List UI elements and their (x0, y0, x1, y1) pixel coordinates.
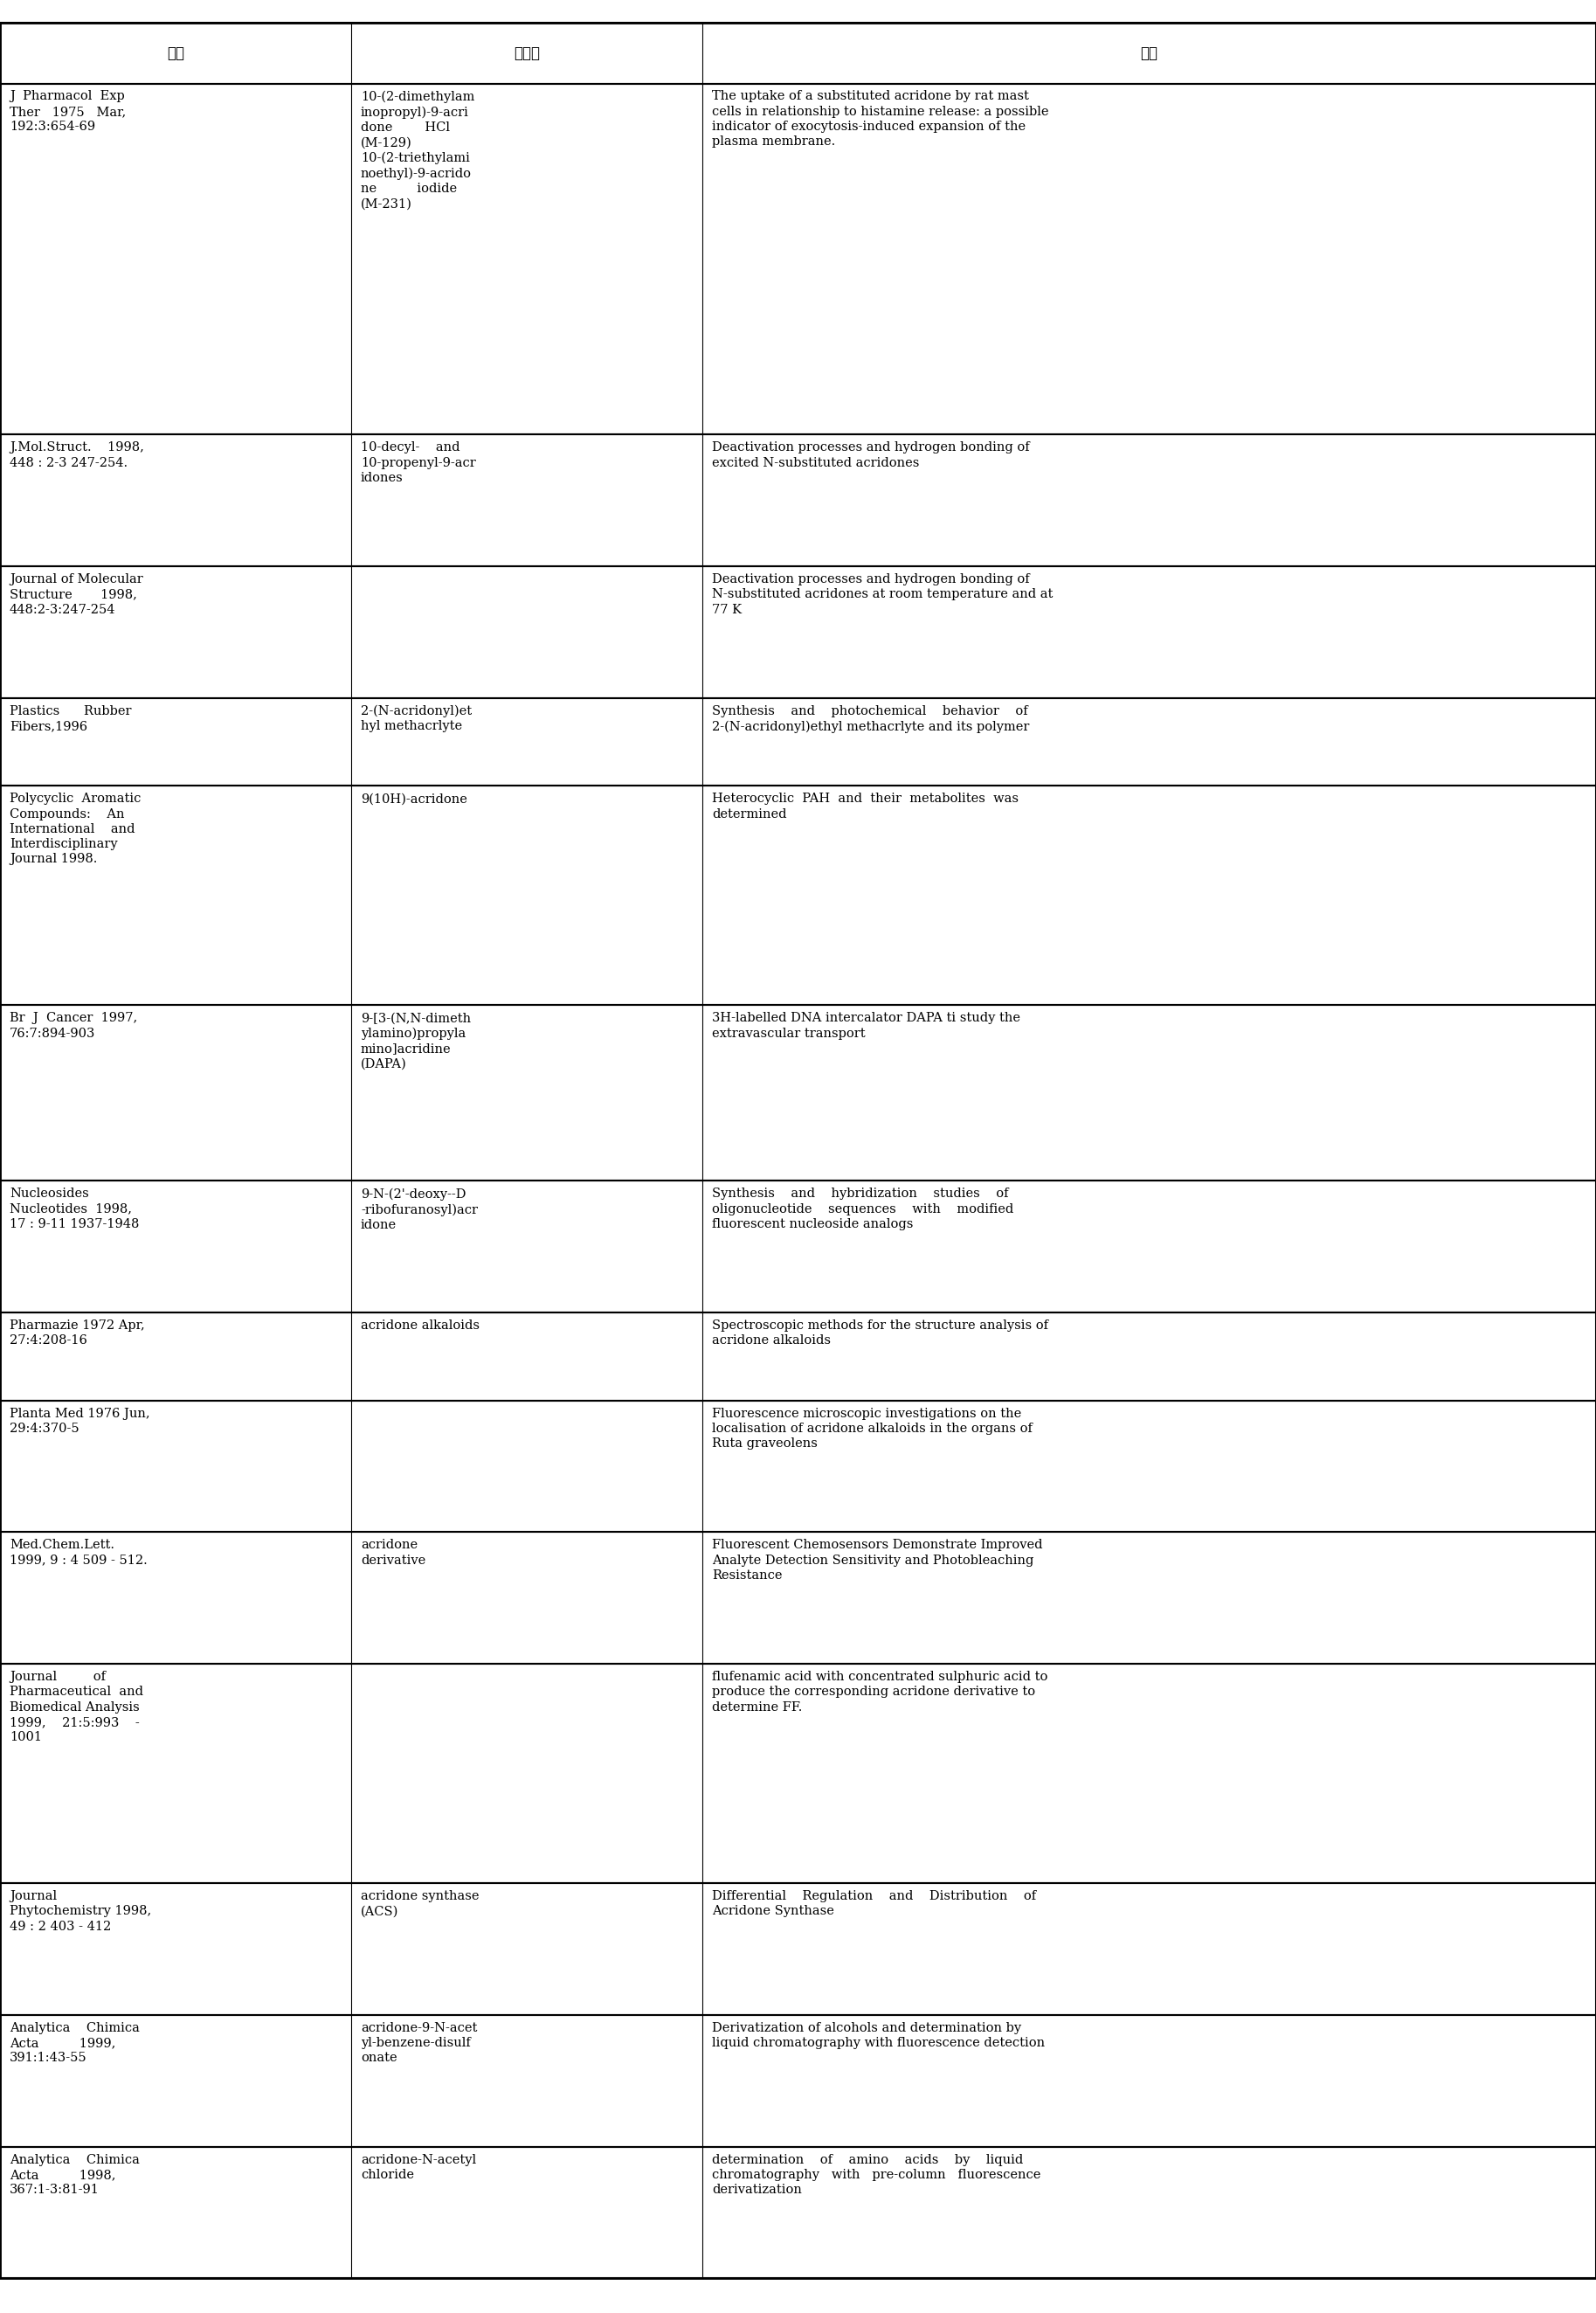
Text: acridone alkaloids: acridone alkaloids (361, 1318, 479, 1332)
Text: Synthesis    and    hybridization    studies    of
oligonucleotide    sequences : Synthesis and hybridization studies of o… (712, 1189, 1013, 1231)
Text: Med.Chem.Lett.
1999, 9 : 4 509 - 512.: Med.Chem.Lett. 1999, 9 : 4 509 - 512. (10, 1538, 147, 1566)
Text: Synthesis    and    photochemical    behavior    of
2-(N-acridonyl)ethyl methacr: Synthesis and photochemical behavior of … (712, 705, 1029, 733)
Bar (0, 567, 1596, 699)
Bar (0, 23, 1596, 83)
Text: Journal
Phytochemistry 1998,
49 : 2 403 - 412: Journal Phytochemistry 1998, 49 : 2 403 … (10, 1890, 152, 1934)
Text: 9-N-(2'-deoxy--D
-ribofuranosyl)acr
idone: 9-N-(2'-deoxy--D -ribofuranosyl)acr idon… (361, 1189, 477, 1231)
Text: Planta Med 1976 Jun,
29:4:370-5: Planta Med 1976 Jun, 29:4:370-5 (10, 1406, 150, 1434)
Text: 10-decyl-    and
10-propenyl-9-acr
idones: 10-decyl- and 10-propenyl-9-acr idones (361, 442, 476, 483)
Text: 9-[3-(N,N-dimeth
ylamino)propyla
mino]acridine
(DAPA): 9-[3-(N,N-dimeth ylamino)propyla mino]ac… (361, 1013, 471, 1071)
Text: determination    of    amino    acids    by    liquid
chromatography   with   pr: determination of amino acids by liquid c… (712, 2153, 1041, 2195)
Text: 10-(2-dimethylam
inopropyl)-9-acri
done        HCl
(M-129)
10-(2-triethylami
noe: 10-(2-dimethylam inopropyl)-9-acri done … (361, 90, 474, 210)
Text: Differential    Regulation    and    Distribution    of
Acridone Synthase: Differential Regulation and Distribution… (712, 1890, 1036, 1917)
Text: The uptake of a substituted acridone by rat mast
cells in relationship to histam: The uptake of a substituted acridone by … (712, 90, 1049, 148)
Text: Analytica    Chimica
Acta          1998,
367:1-3:81-91: Analytica Chimica Acta 1998, 367:1-3:81-… (10, 2153, 139, 2195)
Text: J  Pharmacol  Exp
Ther   1975   Mar,
192:3:654-69: J Pharmacol Exp Ther 1975 Mar, 192:3:654… (10, 90, 126, 132)
Text: 标题: 标题 (1141, 46, 1157, 60)
Text: Journal         of
Pharmaceutical  and
Biomedical Analysis
1999,    21:5:993    : Journal of Pharmaceutical and Biomedical… (10, 1670, 144, 1744)
Bar (0, 435, 1596, 567)
Text: Br  J  Cancer  1997,
76:7:894-903: Br J Cancer 1997, 76:7:894-903 (10, 1013, 137, 1039)
Text: acridone
derivative: acridone derivative (361, 1538, 426, 1566)
Text: J.Mol.Struct.    1998,
448 : 2-3 247-254.: J.Mol.Struct. 1998, 448 : 2-3 247-254. (10, 442, 144, 470)
Text: Fluorescent Chemosensors Demonstrate Improved
Analyte Detection Sensitivity and : Fluorescent Chemosensors Demonstrate Imp… (712, 1538, 1042, 1582)
Bar (0, 1663, 1596, 1883)
Bar (0, 1182, 1596, 1311)
Bar (0, 699, 1596, 786)
Text: Pharmazie 1972 Apr,
27:4:208-16: Pharmazie 1972 Apr, 27:4:208-16 (10, 1318, 145, 1346)
Text: 9(10H)-acridone: 9(10H)-acridone (361, 793, 468, 805)
Text: Plastics      Rubber
Fibers,1996: Plastics Rubber Fibers,1996 (10, 705, 131, 733)
Bar (0, 2146, 1596, 2278)
Bar (0, 2015, 1596, 2146)
Text: acridone-9-N-acet
yl-benzene-disulf
onate: acridone-9-N-acet yl-benzene-disulf onat… (361, 2022, 477, 2063)
Text: Deactivation processes and hydrogen bonding of
excited N-substituted acridones: Deactivation processes and hydrogen bond… (712, 442, 1029, 470)
Bar (0, 786, 1596, 1006)
Text: 文献: 文献 (168, 46, 184, 60)
Bar (0, 1311, 1596, 1399)
Text: Derivatization of alcohols and determination by
liquid chromatography with fluor: Derivatization of alcohols and determina… (712, 2022, 1045, 2049)
Text: Deactivation processes and hydrogen bonding of
N-substituted acridones at room t: Deactivation processes and hydrogen bond… (712, 574, 1053, 615)
Bar (0, 1531, 1596, 1663)
Text: 化合物: 化合物 (514, 46, 539, 60)
Bar (0, 1006, 1596, 1182)
Text: flufenamic acid with concentrated sulphuric acid to
produce the corresponding ac: flufenamic acid with concentrated sulphu… (712, 1670, 1047, 1714)
Bar (0, 1399, 1596, 1531)
Text: Polycyclic  Aromatic
Compounds:    An
International    and
Interdisciplinary
Jou: Polycyclic Aromatic Compounds: An Intern… (10, 793, 140, 865)
Text: Journal of Molecular
Structure       1998,
448:2-3:247-254: Journal of Molecular Structure 1998, 448… (10, 574, 144, 615)
Text: Fluorescence microscopic investigations on the
localisation of acridone alkaloid: Fluorescence microscopic investigations … (712, 1406, 1033, 1450)
Text: acridone-N-acetyl
chloride: acridone-N-acetyl chloride (361, 2153, 476, 2181)
Text: 3H-labelled DNA intercalator DAPA ti study the
extravascular transport: 3H-labelled DNA intercalator DAPA ti stu… (712, 1013, 1020, 1039)
Text: Spectroscopic methods for the structure analysis of
acridone alkaloids: Spectroscopic methods for the structure … (712, 1318, 1049, 1346)
Text: acridone synthase
(ACS): acridone synthase (ACS) (361, 1890, 479, 1917)
Text: 2-(N-acridonyl)et
hyl methacrlyte: 2-(N-acridonyl)et hyl methacrlyte (361, 705, 472, 733)
Text: Heterocyclic  PAH  and  their  metabolites  was
determined: Heterocyclic PAH and their metabolites w… (712, 793, 1018, 821)
Bar (0, 1883, 1596, 2015)
Text: Nucleosides
Nucleotides  1998,
17 : 9-11 1937-1948: Nucleosides Nucleotides 1998, 17 : 9-11 … (10, 1189, 139, 1231)
Text: Analytica    Chimica
Acta          1999,
391:1:43-55: Analytica Chimica Acta 1999, 391:1:43-55 (10, 2022, 139, 2063)
Bar (0, 83, 1596, 435)
